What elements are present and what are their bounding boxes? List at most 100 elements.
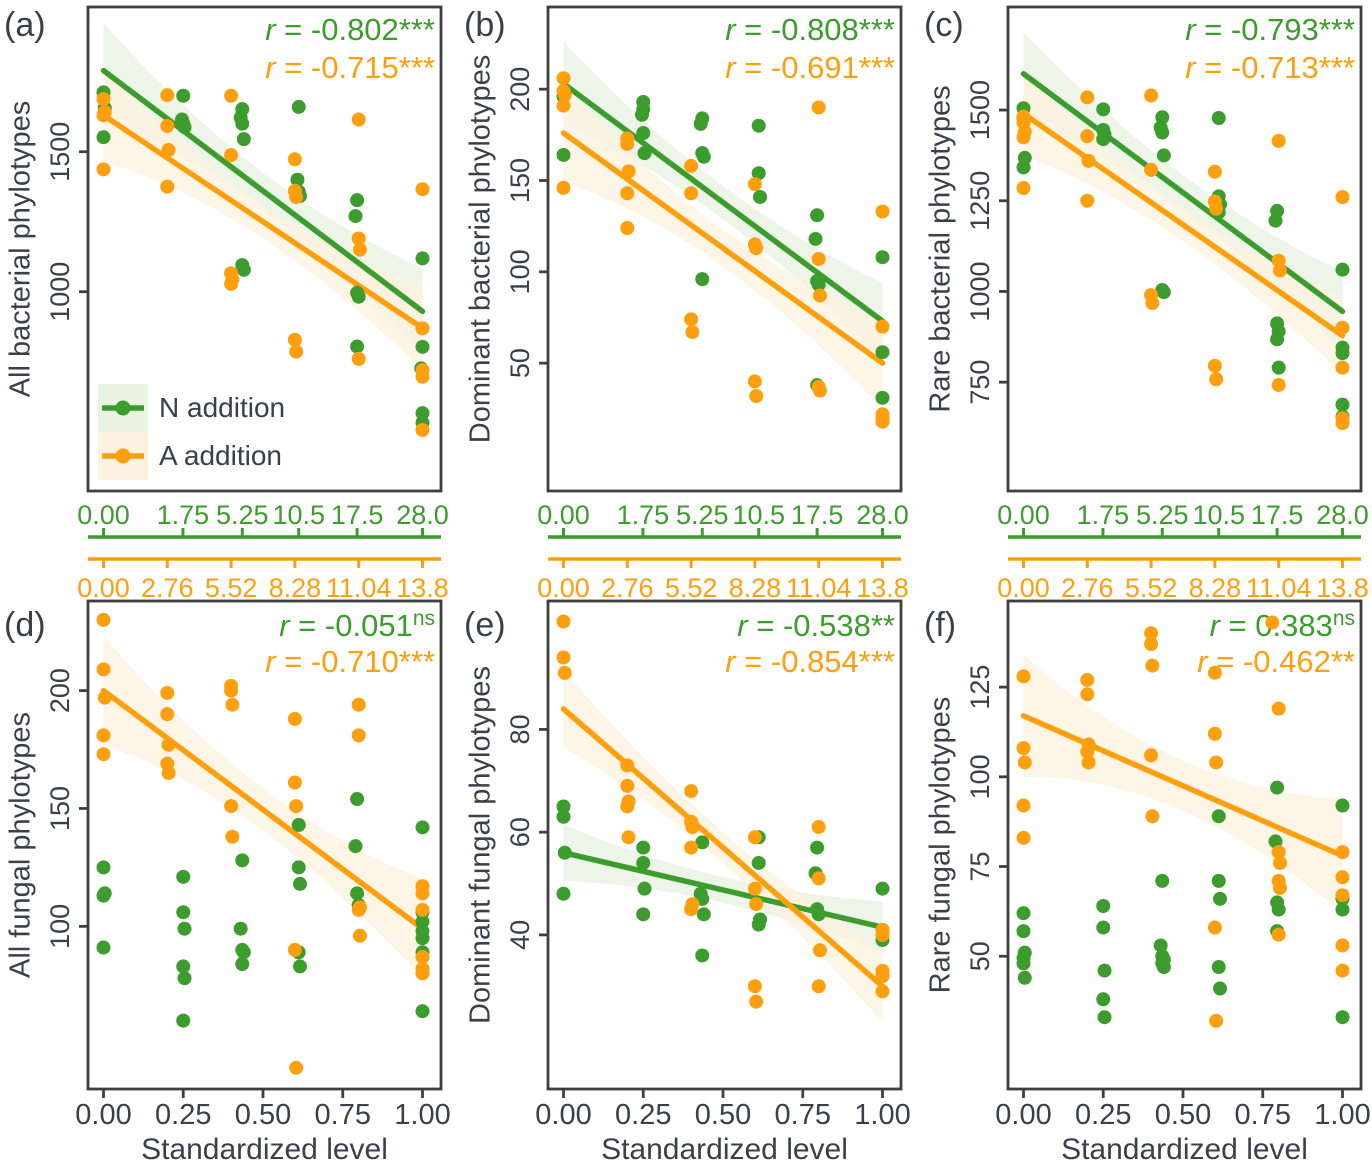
r-symbol: r xyxy=(1197,644,1208,679)
data-point xyxy=(1213,981,1228,996)
data-point xyxy=(176,1013,191,1028)
data-point xyxy=(96,860,111,875)
data-point xyxy=(351,351,366,366)
data-point xyxy=(415,949,430,964)
data-point xyxy=(620,799,635,814)
panel-letter: (c) xyxy=(924,6,964,44)
scatter-plot: 1000 1500 0.00 1.75 5.25 10.5 17.5 28.0 0.00 2.76… xyxy=(45,5,449,603)
r-symbol: r xyxy=(725,12,736,47)
data-point xyxy=(224,88,239,103)
x-tick-label: 0.50 xyxy=(695,1099,751,1131)
data-point xyxy=(348,209,363,224)
a-axis-tick-label: 2.76 xyxy=(1061,573,1114,603)
data-point xyxy=(1145,809,1160,824)
data-point xyxy=(1016,669,1031,684)
data-point xyxy=(811,252,826,267)
significance-marker: *** xyxy=(1318,50,1355,85)
data-point xyxy=(747,979,762,994)
data-point xyxy=(1080,193,1095,208)
significance-marker: *** xyxy=(858,50,895,85)
data-point xyxy=(1016,798,1031,813)
data-point xyxy=(96,888,111,903)
data-point xyxy=(177,120,192,135)
data-point xyxy=(96,130,111,145)
chart-panel: (c) Rare bacterial phylotypes r = -0.793… xyxy=(920,0,1372,606)
r-value: -0.854 xyxy=(770,644,859,679)
data-point xyxy=(557,845,572,860)
a-data-points xyxy=(96,612,430,1075)
plot-content xyxy=(96,22,430,437)
data-point xyxy=(753,189,768,204)
chart-panel: (d) All fungal phylotypes r = -0.051ns r… xyxy=(0,590,460,1164)
a-regression-line xyxy=(100,112,426,331)
data-point xyxy=(684,840,699,855)
data-point xyxy=(1096,992,1111,1007)
r-symbol: r xyxy=(725,644,736,679)
correlation-a-addition: r = -0.710*** xyxy=(265,644,435,679)
n-data-points xyxy=(556,89,890,429)
plot-border xyxy=(1006,599,1363,1091)
a-data-points xyxy=(96,88,430,437)
significance-marker: *** xyxy=(858,644,895,679)
data-point xyxy=(224,799,239,814)
n-axis-tick-label: 0.00 xyxy=(77,500,130,530)
data-point xyxy=(415,369,430,384)
data-point xyxy=(351,902,366,917)
data-point xyxy=(620,136,635,151)
data-point xyxy=(96,108,111,123)
n-axis-tick-label: 1.75 xyxy=(157,500,210,530)
data-point xyxy=(556,886,571,901)
correlation-a-addition: r = -0.691*** xyxy=(725,50,895,85)
data-point xyxy=(348,839,363,854)
data-point xyxy=(1272,263,1287,278)
data-point xyxy=(96,728,111,743)
n-data-points xyxy=(96,792,430,1028)
a-axis-tick-label: 13.8 xyxy=(1316,573,1369,603)
panel-letter: (b) xyxy=(464,6,506,44)
scatter-plot: 100 150 200 0.00 0.25 0.50 0.75 1.00Standardize… xyxy=(45,599,451,1164)
r-value: -0.462 xyxy=(1242,644,1331,679)
plot-border xyxy=(546,5,903,493)
data-point xyxy=(290,172,305,187)
data-point xyxy=(1080,744,1095,759)
x-tick-label: 0.00 xyxy=(995,1099,1051,1131)
y-tick-label: 1250 xyxy=(965,171,995,231)
data-point xyxy=(287,775,302,790)
data-point xyxy=(811,907,826,922)
data-point xyxy=(289,1060,304,1075)
y-tick-label: 40 xyxy=(505,920,535,950)
data-point xyxy=(415,321,430,336)
a-axis-tick-label: 0.00 xyxy=(537,573,590,603)
data-point xyxy=(684,902,699,917)
plot-content xyxy=(1016,32,1350,431)
a-axis-tick-label: 2.76 xyxy=(601,573,654,603)
a-axis-tick-label: 8.28 xyxy=(1189,573,1242,603)
data-point xyxy=(1211,960,1226,974)
n-axis-tick-label: 28.0 xyxy=(1316,500,1369,530)
r-value: -0.713 xyxy=(1230,50,1319,85)
data-point xyxy=(621,830,636,845)
data-point xyxy=(352,242,367,257)
y-tick-label: 80 xyxy=(505,714,535,744)
x-axis-title: Standardized level xyxy=(1061,1133,1308,1164)
a-regression-line xyxy=(560,706,886,990)
panel-letter: (d) xyxy=(4,606,46,644)
data-point xyxy=(1144,637,1159,652)
n-regression-line xyxy=(100,67,426,315)
data-point xyxy=(176,959,191,974)
data-point xyxy=(556,799,571,814)
data-point xyxy=(350,792,365,807)
n-regression-line xyxy=(1020,71,1346,315)
data-point xyxy=(415,966,430,981)
significance-marker: ns xyxy=(412,607,435,630)
data-point xyxy=(96,662,111,677)
plot-content xyxy=(96,612,430,1075)
data-point xyxy=(1211,111,1226,126)
data-point xyxy=(1145,658,1160,673)
significance-marker: ** xyxy=(870,608,895,643)
data-point xyxy=(96,940,111,955)
n-regression-line xyxy=(560,80,886,324)
data-point xyxy=(556,98,571,113)
data-point xyxy=(1096,102,1111,117)
